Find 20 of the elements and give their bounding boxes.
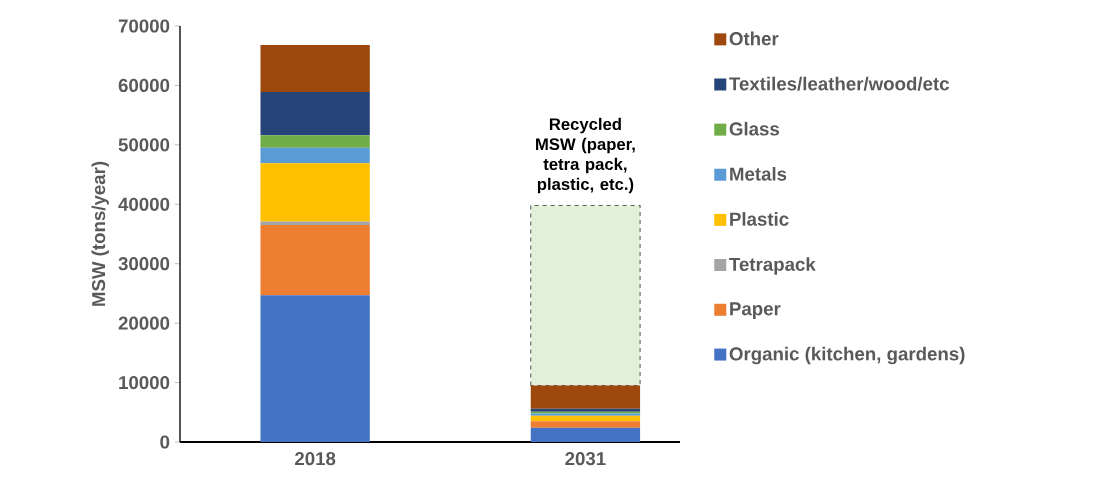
x-tick-label: 2018 <box>295 452 336 466</box>
y-tick-label: 30000 <box>118 257 170 271</box>
y-tick-label: 50000 <box>118 138 170 152</box>
y-tick-label: 20000 <box>118 316 170 330</box>
legend-label: Other <box>729 31 779 46</box>
x-tick-label: 2031 <box>565 452 606 466</box>
y-tick-label: 70000 <box>118 19 170 33</box>
legend-label: Organic (kitchen, gardens) <box>729 346 965 365</box>
y-tick-label: 10000 <box>119 375 170 390</box>
y-tick-label: 60000 <box>118 78 170 93</box>
legend-label: Textiles/leather/wood/etc <box>729 76 949 91</box>
legend-label: Plastic <box>730 212 789 226</box>
y-tick-label: 0 <box>160 435 170 449</box>
legend-label: Tetrapack <box>729 257 816 275</box>
legend-label: Paper <box>730 302 781 320</box>
legend-label: Glass <box>729 121 780 136</box>
legend-label: Metals <box>730 166 787 181</box>
y-axis-title: MSW (tons/year) <box>91 161 109 306</box>
y-tick-label: 40000 <box>118 197 170 211</box>
annotation: Recycled MSW (paper, tetra pack, plastic, etc.) <box>536 117 635 194</box>
